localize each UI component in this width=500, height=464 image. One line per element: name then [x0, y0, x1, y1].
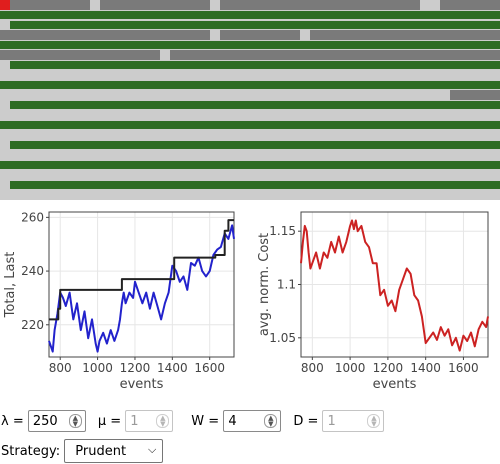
grid-row	[0, 150, 500, 160]
plot-area	[49, 212, 234, 357]
grid-row	[0, 50, 500, 60]
d-value: 1	[327, 414, 335, 429]
spinner-icon[interactable]: ▲ ▼	[264, 414, 277, 428]
y-tick-label: 1.1	[277, 278, 296, 292]
grid-bar	[10, 61, 500, 69]
grid-cell-empty	[210, 0, 220, 10]
grid-cell-dark	[450, 90, 500, 100]
x-tick-label: 800	[49, 361, 72, 375]
lambda-value: 250	[33, 414, 58, 429]
d-label: D =	[293, 414, 322, 429]
strategy-row: Strategy: Prudent ⌵	[0, 438, 163, 464]
lambda-input[interactable]: 250 ▲ ▼	[28, 410, 86, 432]
grid-cell-empty	[300, 30, 310, 40]
w-input[interactable]: 4 ▲ ▼	[223, 410, 281, 432]
grid-marker	[0, 0, 10, 10]
grid-row	[0, 110, 500, 120]
mu-value: 1	[130, 414, 138, 429]
x-tick-label: 1000	[82, 361, 113, 375]
spinner-icon[interactable]: ▲ ▼	[367, 414, 380, 428]
grid-bar	[10, 21, 500, 29]
y-tick-label: 220	[21, 318, 44, 332]
avg-cost-chart: 800 1000 1200 1400 1600 1.05 1.1 1.15 events avg.…	[250, 208, 500, 403]
x-tick-label: 1600	[448, 361, 479, 375]
grid-bar	[0, 81, 500, 89]
mu-label: μ =	[98, 414, 125, 429]
y-tick-label: 240	[21, 264, 44, 278]
y-axis-label: avg. norm. Cost	[257, 233, 272, 336]
strategy-value: Prudent	[75, 444, 126, 459]
grid-bar	[10, 141, 500, 149]
x-tick-label: 1600	[194, 361, 225, 375]
y-tick-label: 260	[21, 210, 44, 224]
y-tick-label: 1.05	[269, 331, 296, 345]
grid-cell-empty	[420, 0, 430, 10]
grid-cell-empty	[210, 30, 220, 40]
x-tick-label: 1000	[335, 361, 366, 375]
grid-row	[0, 70, 500, 80]
grid-cell-empty	[160, 50, 170, 60]
schedule-grid	[0, 0, 500, 200]
w-label: W =	[191, 414, 223, 429]
grid-row	[0, 170, 500, 180]
grid-bar	[10, 181, 500, 189]
x-axis-label: events	[373, 377, 417, 392]
x-tick-label: 800	[301, 361, 324, 375]
grid-row	[0, 30, 500, 40]
lambda-label: λ =	[1, 414, 28, 429]
d-input[interactable]: 1 ▲ ▼	[322, 410, 384, 432]
w-value: 4	[228, 414, 236, 429]
grid-row	[0, 90, 500, 100]
grid-row	[0, 130, 500, 140]
grid-cell-empty	[90, 0, 100, 10]
spinner-icon[interactable]: ▲ ▼	[69, 414, 82, 428]
x-tick-label: 1200	[373, 361, 404, 375]
mu-input[interactable]: 1 ▲ ▼	[125, 410, 173, 432]
chevron-down-icon: ⌵	[148, 443, 156, 457]
grid-bar	[0, 161, 500, 169]
grid-row	[0, 190, 500, 200]
x-tick-label: 1400	[157, 361, 188, 375]
parameter-row: λ = 250 ▲ ▼ μ = 1 ▲ ▼ W = 4 ▲ ▼ D = 1 ▲ ▼	[0, 408, 384, 434]
grid-bar	[0, 121, 500, 129]
grid-bar	[0, 41, 500, 49]
y-axis-label: Total, Last	[3, 252, 18, 319]
spinner-icon[interactable]: ▲ ▼	[156, 414, 169, 428]
y-tick-label: 1.15	[269, 224, 296, 238]
x-tick-label: 1200	[120, 361, 151, 375]
grid-bar	[0, 11, 500, 19]
grid-cell-empty	[430, 0, 440, 10]
grid-bar	[10, 101, 500, 109]
strategy-label: Strategy:	[1, 444, 64, 459]
strategy-select[interactable]: Prudent ⌵	[64, 439, 163, 463]
x-tick-label: 1400	[410, 361, 441, 375]
x-axis-label: events	[120, 377, 164, 392]
total-last-chart: 800 1000 1200 1400 1600 220 240 260 events Total,…	[0, 208, 245, 403]
